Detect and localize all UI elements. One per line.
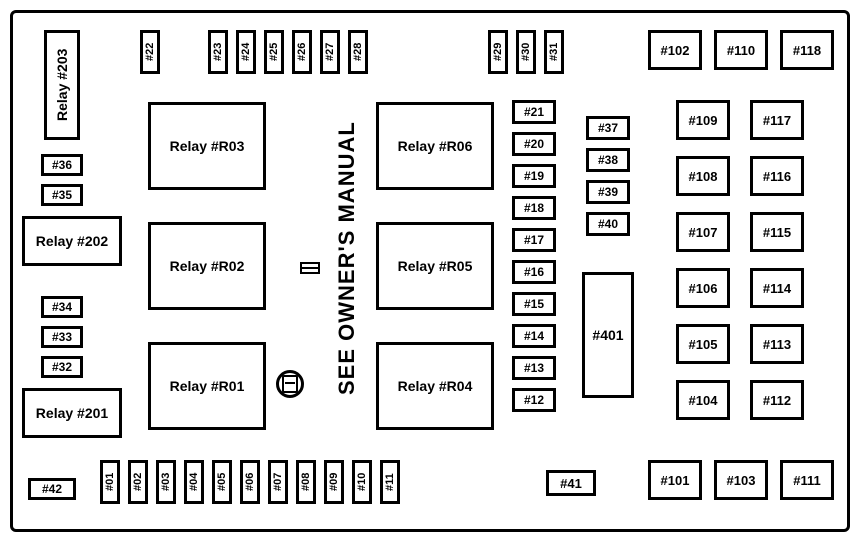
- fuse-23: #23: [208, 30, 228, 74]
- fuse-17: #17: [512, 228, 556, 252]
- fuse-08: #08: [296, 460, 316, 504]
- fuse-37: #37: [586, 116, 630, 140]
- fuse-115: #115: [750, 212, 804, 252]
- fuse-41: #41: [546, 470, 596, 496]
- fuse-40: #40: [586, 212, 630, 236]
- fuse-108: #108: [676, 156, 730, 196]
- fuse-38: #38: [586, 148, 630, 172]
- relay-r05: Relay #R05: [376, 222, 494, 310]
- fuse-102: #102: [648, 30, 702, 70]
- fuse-111: #111: [780, 460, 834, 500]
- fuse-03: #03: [156, 460, 176, 504]
- fuse-106: #106: [676, 268, 730, 308]
- fuse-118: #118: [780, 30, 834, 70]
- lock-icon: [276, 370, 304, 398]
- relay-201: Relay #201: [22, 388, 122, 438]
- fuse-35: #35: [41, 184, 83, 206]
- fuse-103: #103: [714, 460, 768, 500]
- fuse-27: #27: [320, 30, 340, 74]
- fuse-10: #10: [352, 460, 372, 504]
- fuse-42: #42: [28, 478, 76, 500]
- fuse-26: #26: [292, 30, 312, 74]
- relay-202: Relay #202: [22, 216, 122, 266]
- fuse-22: #22: [140, 30, 160, 74]
- fuse-24: #24: [236, 30, 256, 74]
- fuse-39: #39: [586, 180, 630, 204]
- fuse-11: #11: [380, 460, 400, 504]
- relay-r02: Relay #R02: [148, 222, 266, 310]
- fuse-diagram: Relay #203 #36 #35 Relay #202 #34 #33 #3…: [0, 0, 860, 542]
- fuse-109: #109: [676, 100, 730, 140]
- fuse-116: #116: [750, 156, 804, 196]
- owners-manual-text: SEE OWNER'S MANUAL: [332, 108, 362, 408]
- fuse-19: #19: [512, 164, 556, 188]
- fuse-101: #101: [648, 460, 702, 500]
- fuse-13: #13: [512, 356, 556, 380]
- fuse-401: #401: [582, 272, 634, 398]
- relay-203: Relay #203: [44, 30, 80, 140]
- fuse-114: #114: [750, 268, 804, 308]
- fuse-33: #33: [41, 326, 83, 348]
- connector-icon: [300, 262, 320, 274]
- fuse-12: #12: [512, 388, 556, 412]
- fuse-117: #117: [750, 100, 804, 140]
- fuse-36: #36: [41, 154, 83, 176]
- fuse-01: #01: [100, 460, 120, 504]
- fuse-09: #09: [324, 460, 344, 504]
- fuse-31: #31: [544, 30, 564, 74]
- fuse-107: #107: [676, 212, 730, 252]
- fuse-110: #110: [714, 30, 768, 70]
- fuse-32: #32: [41, 356, 83, 378]
- fuse-14: #14: [512, 324, 556, 348]
- fuse-20: #20: [512, 132, 556, 156]
- fuse-05: #05: [212, 460, 232, 504]
- fuse-18: #18: [512, 196, 556, 220]
- fuse-02: #02: [128, 460, 148, 504]
- fuse-25: #25: [264, 30, 284, 74]
- fuse-29: #29: [488, 30, 508, 74]
- relay-r03: Relay #R03: [148, 102, 266, 190]
- fuse-15: #15: [512, 292, 556, 316]
- fuse-06: #06: [240, 460, 260, 504]
- fuse-105: #105: [676, 324, 730, 364]
- fuse-04: #04: [184, 460, 204, 504]
- relay-r06: Relay #R06: [376, 102, 494, 190]
- relay-r04: Relay #R04: [376, 342, 494, 430]
- fuse-113: #113: [750, 324, 804, 364]
- fuse-07: #07: [268, 460, 288, 504]
- fuse-104: #104: [676, 380, 730, 420]
- relay-r01: Relay #R01: [148, 342, 266, 430]
- fuse-34: #34: [41, 296, 83, 318]
- fuse-30: #30: [516, 30, 536, 74]
- fuse-16: #16: [512, 260, 556, 284]
- fuse-21: #21: [512, 100, 556, 124]
- fuse-28: #28: [348, 30, 368, 74]
- fuse-112: #112: [750, 380, 804, 420]
